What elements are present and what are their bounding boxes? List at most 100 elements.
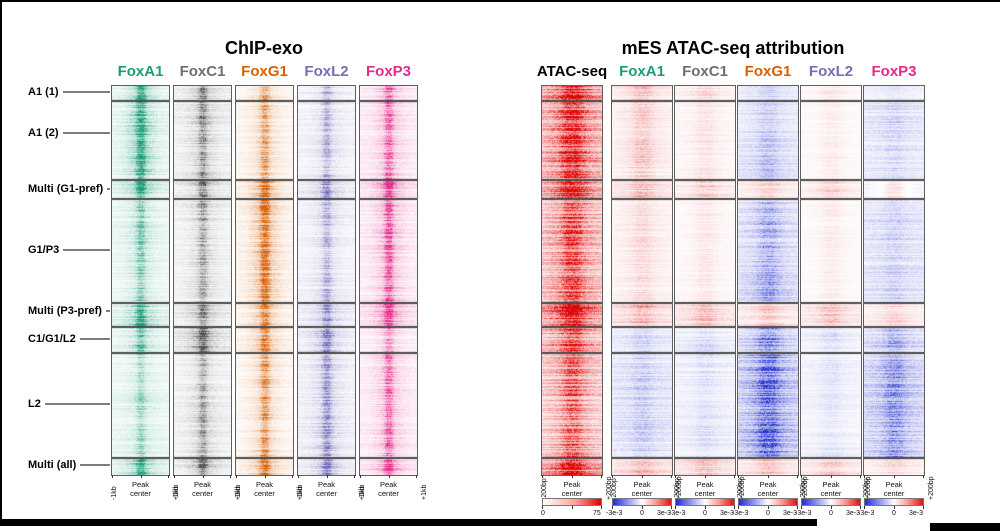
x-axis-tick <box>894 475 895 478</box>
x-axis-tick <box>203 475 204 478</box>
x-axis-label-center-foxc1: Peak center <box>192 481 213 498</box>
frame-top-line <box>0 0 1000 2</box>
row-group-label-multi-all-: Multi (all) <box>28 458 110 472</box>
x-axis-tick <box>768 475 769 478</box>
row-group-label-a1-2-: A1 (2) <box>28 126 110 140</box>
column-header-foxl2-panel0: FoxL2 <box>304 63 348 80</box>
column-header-foxc1-panel0: FoxC1 <box>180 63 226 80</box>
x-axis-tick <box>923 475 924 478</box>
colorbar-tick-label: -3e-3 <box>858 510 874 517</box>
heatmap-foxa1-panel1 <box>611 85 673 476</box>
colorbar-tick <box>860 506 861 509</box>
x-axis-tick <box>265 475 266 478</box>
heatmap-foxa1-panel0 <box>111 85 170 476</box>
colorbar-foxp3 <box>864 498 924 506</box>
colorbar-tick <box>738 506 739 509</box>
x-axis-label-right-foxp3: +200bp <box>928 476 935 500</box>
row-group-label-text: A1 (2) <box>28 127 59 139</box>
x-axis-tick <box>292 475 293 478</box>
x-axis-label-left-foxc1: -200bp <box>674 478 681 500</box>
colorbar-foxl2 <box>801 498 861 506</box>
x-axis-tick <box>389 475 390 478</box>
row-group-label-a1-1-: A1 (1) <box>28 85 110 99</box>
x-axis-label-left-foxc1: -1kb <box>173 486 180 500</box>
colorbar-tick <box>923 506 924 509</box>
colorbar-tick-label: -3e-3 <box>732 510 748 517</box>
x-axis-tick <box>298 475 299 478</box>
x-axis-label-left-foxp3: -200bp <box>863 478 870 500</box>
colorbar-tick <box>612 506 613 509</box>
colorbar-tick-label: 3e-3 <box>909 510 923 517</box>
colorbar-tick <box>831 506 832 509</box>
x-axis-label-center-foxa1: Peak center <box>130 481 151 498</box>
x-axis-tick <box>168 475 169 478</box>
colorbar-tick-label: -3e-3 <box>669 510 685 517</box>
heatmap-foxc1-panel0 <box>173 85 232 476</box>
colorbar-tick <box>864 506 865 509</box>
heatmap-foxc1-panel1 <box>674 85 736 476</box>
x-axis-tick <box>671 475 672 478</box>
x-axis-label-right-foxp3: +1kb <box>421 485 428 500</box>
row-group-label-multi-p3-pref-: Multi (P3-pref) <box>28 304 110 318</box>
x-axis-tick <box>230 475 231 478</box>
x-axis-tick <box>572 475 573 478</box>
row-group-label-l2: L2 <box>28 397 110 411</box>
column-header-foxc1-panel1: FoxC1 <box>682 63 728 80</box>
row-group-label-text: Multi (P3-pref) <box>28 305 102 317</box>
row-group-label-multi-g1-pref-: Multi (G1-pref) <box>28 182 110 196</box>
colorbar-tick-label: 0 <box>541 510 545 517</box>
x-axis-tick <box>416 475 417 478</box>
row-label-leader-line <box>107 188 110 189</box>
x-axis-tick <box>734 475 735 478</box>
x-axis-label-left-atac-seq: -200bp <box>541 478 548 500</box>
column-header-atac-seq-panel1: ATAC-seq <box>537 63 607 80</box>
x-axis-label-center-foxp3: Peak center <box>884 481 905 498</box>
column-header-foxp3-panel0: FoxP3 <box>366 63 411 80</box>
row-group-label-text: A1 (1) <box>28 86 59 98</box>
colorbar-tick <box>671 506 672 509</box>
heatmap-foxp3-panel0 <box>359 85 418 476</box>
colorbar-atac-seq <box>542 498 602 506</box>
x-axis-tick <box>354 475 355 478</box>
colorbar-tick <box>894 506 895 509</box>
x-axis-tick <box>797 475 798 478</box>
frame-bottom-bar-left <box>0 519 817 526</box>
row-label-leader-line <box>63 91 110 92</box>
column-header-foxg1-panel1: FoxG1 <box>745 63 792 80</box>
x-axis-label-left-foxa1: -1kb <box>111 486 118 500</box>
x-axis-tick <box>831 475 832 478</box>
heatmap-foxp3-panel1 <box>863 85 925 476</box>
row-group-label-text: L2 <box>28 398 41 410</box>
chip-exo-panel-title: ChIP-exo <box>225 38 303 59</box>
colorbar-tick-label: 0 <box>829 510 833 517</box>
heatmap-foxg1-panel1 <box>737 85 799 476</box>
x-axis-tick <box>112 475 113 478</box>
row-label-leader-line <box>63 132 110 133</box>
row-label-leader-line <box>63 249 110 250</box>
colorbar-tick <box>801 506 802 509</box>
x-axis-label-left-foxa1: -200bp <box>611 478 618 500</box>
x-axis-label-center-foxl2: Peak center <box>821 481 842 498</box>
column-header-foxa1-panel0: FoxA1 <box>118 63 164 80</box>
row-group-label-text: Multi (all) <box>28 459 76 471</box>
x-axis-tick <box>860 475 861 478</box>
colorbar-tick <box>601 506 602 509</box>
colorbar-tick <box>768 506 769 509</box>
row-label-leader-line <box>80 338 110 339</box>
colorbar-tick <box>675 506 676 509</box>
x-axis-label-center-foxa1: Peak center <box>632 481 653 498</box>
x-axis-tick <box>360 475 361 478</box>
colorbar-tick-label: -3e-3 <box>606 510 622 517</box>
row-group-label-text: C1/G1/L2 <box>28 333 76 345</box>
row-group-label-text: Multi (G1-pref) <box>28 183 103 195</box>
x-axis-label-left-foxg1: -1kb <box>235 486 242 500</box>
heatmap-foxl2-panel0 <box>297 85 356 476</box>
colorbar-tick <box>642 506 643 509</box>
x-axis-label-center-foxc1: Peak center <box>695 481 716 498</box>
figure-canvas: ChIP-exo mES ATAC-seq attribution FoxA1 -… <box>0 0 1000 531</box>
x-axis-label-center-atac-seq: Peak center <box>562 481 583 498</box>
atac-attribution-panel-title: mES ATAC-seq attribution <box>622 38 845 59</box>
colorbar-tick <box>572 506 573 509</box>
colorbar-foxc1 <box>675 498 735 506</box>
colorbar-foxa1 <box>612 498 672 506</box>
